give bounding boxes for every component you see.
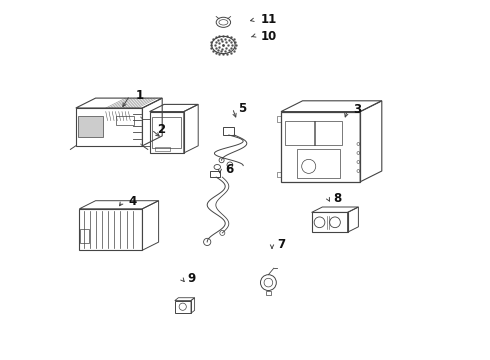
Text: 9: 9: [188, 273, 196, 285]
Bar: [266, 291, 271, 295]
Bar: [116, 116, 134, 125]
Text: 1: 1: [135, 89, 144, 102]
Text: 8: 8: [333, 192, 342, 204]
Bar: [297, 149, 341, 178]
Text: 11: 11: [260, 13, 276, 26]
Text: 4: 4: [128, 195, 137, 208]
Bar: [80, 229, 90, 243]
Bar: [152, 117, 181, 148]
Bar: [314, 121, 342, 145]
Bar: [277, 172, 281, 177]
Bar: [277, 116, 281, 122]
Text: 3: 3: [353, 103, 362, 116]
Text: 6: 6: [225, 163, 234, 176]
Text: 7: 7: [278, 238, 286, 251]
Text: 2: 2: [157, 123, 165, 136]
Text: 10: 10: [260, 30, 276, 42]
Bar: [155, 147, 171, 151]
Bar: [223, 127, 234, 135]
Bar: [77, 116, 103, 137]
Bar: [210, 171, 220, 177]
Bar: [285, 121, 315, 145]
Text: 5: 5: [238, 102, 246, 114]
